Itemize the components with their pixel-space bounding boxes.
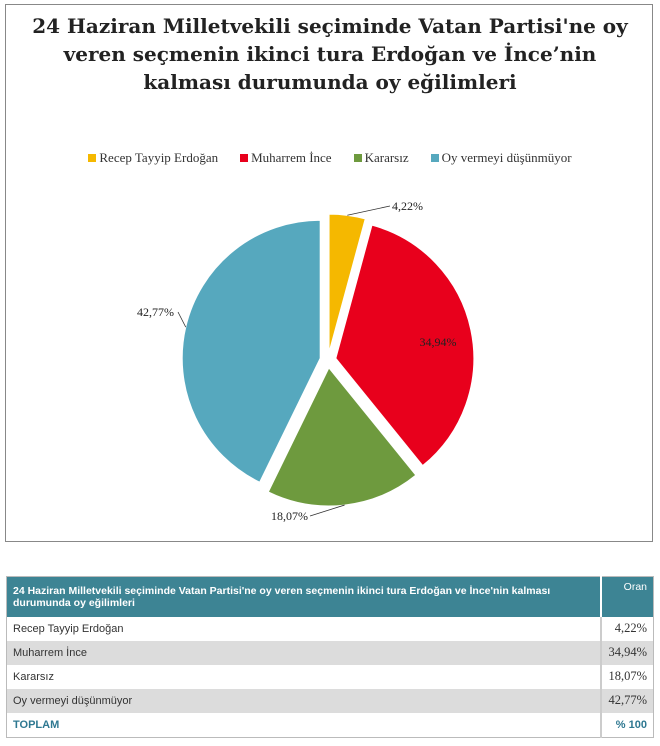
- legend-swatch: [88, 154, 97, 162]
- legend-item: Kararsız: [353, 150, 409, 166]
- legend-label: Kararsız: [364, 150, 409, 165]
- row-label: Kararsız: [6, 664, 603, 689]
- legend-label: Recep Tayyip Erdoğan: [99, 150, 219, 165]
- table-row: Oy vermeyi düşünmüyor 42,77%: [6, 688, 654, 713]
- data-label: 4,22%: [392, 199, 423, 213]
- row-value: 18,07%: [608, 669, 647, 683]
- pie-slice: [181, 219, 321, 483]
- leader-line: [347, 205, 391, 216]
- pie-chart: 4,22% 34,94% 18,07% 42,77%: [137, 199, 475, 523]
- legend-item: Recep Tayyip Erdoğan: [88, 150, 218, 166]
- pie-slice: [267, 367, 417, 507]
- data-label: 34,94%: [420, 335, 457, 349]
- table-col-header: Oran: [601, 576, 654, 617]
- pie-slice: [335, 224, 475, 467]
- data-table: 24 Haziran Milletvekili seçiminde Vatan …: [6, 576, 654, 738]
- row-label: Muharrem İnce: [6, 640, 603, 665]
- total-label: TOPLAM: [6, 712, 603, 737]
- legend-item: Oy vermeyi düşünmüyor: [430, 150, 572, 166]
- row-label: Recep Tayyip Erdoğan: [6, 616, 603, 641]
- pie-slice: [328, 213, 366, 353]
- leader-line: [309, 504, 345, 517]
- data-label: 18,07%: [271, 509, 308, 523]
- chart-area: [5, 4, 653, 542]
- table-header: 24 Haziran Milletvekili seçiminde Vatan …: [6, 576, 603, 617]
- legend-swatch: [353, 154, 362, 162]
- legend-label: Oy vermeyi düşünmüyor: [441, 150, 572, 165]
- legend-label: Muharrem İnce: [251, 150, 332, 165]
- row-value: 34,94%: [601, 640, 654, 665]
- leader-line: [177, 311, 187, 328]
- table-row: Muharrem İnce 34,94%: [6, 640, 654, 665]
- legend: Recep Tayyip Erdoğan Muharrem İnce Karar…: [0, 150, 660, 166]
- legend-item: Muharrem İnce: [240, 150, 332, 166]
- total-value: % 100: [615, 718, 647, 731]
- legend-swatch: [240, 154, 249, 162]
- table-row: Recep Tayyip Erdoğan 4,22%: [6, 616, 654, 641]
- total-row: TOPLAM % 100: [6, 712, 654, 737]
- row-value: 4,22%: [614, 621, 647, 635]
- legend-swatch: [430, 154, 439, 162]
- row-label: Oy vermeyi düşünmüyor: [6, 688, 603, 713]
- data-label: 42,77%: [137, 305, 174, 319]
- chart-title: 24 Haziran Milletvekili seçiminde Vatan …: [32, 14, 628, 94]
- row-value: 42,77%: [601, 688, 654, 713]
- table-row: Kararsız 18,07%: [6, 664, 654, 689]
